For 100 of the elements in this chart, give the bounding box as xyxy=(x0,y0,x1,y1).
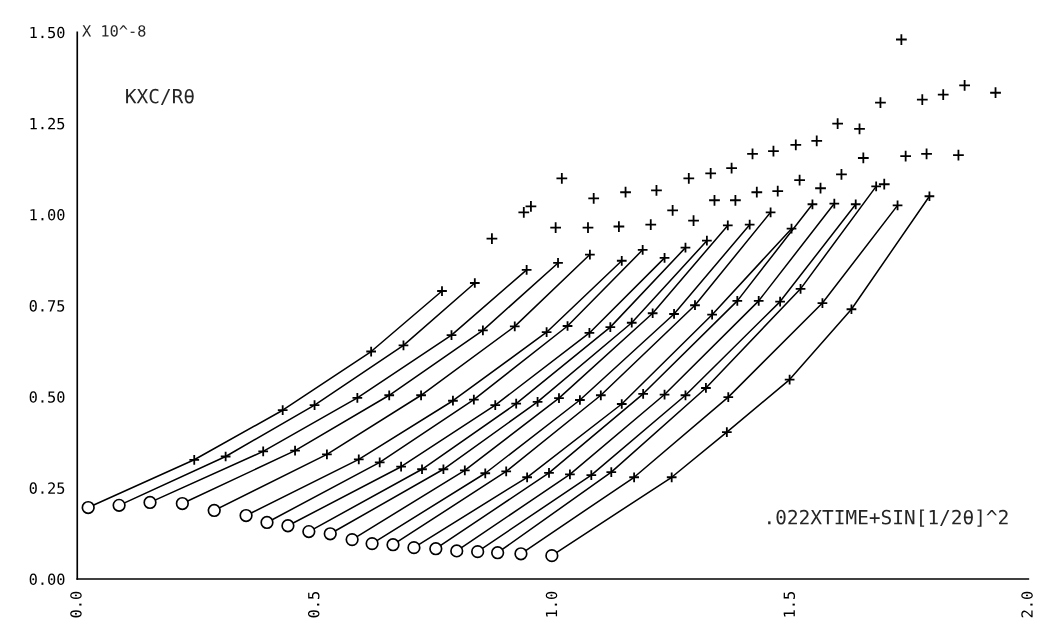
point xyxy=(750,185,764,199)
y-tick-label: 0.50 xyxy=(29,391,65,403)
point xyxy=(581,221,595,234)
point xyxy=(793,173,806,187)
point xyxy=(500,465,512,478)
point xyxy=(479,467,492,480)
point xyxy=(706,308,718,321)
point xyxy=(835,168,848,181)
point xyxy=(540,326,553,338)
point xyxy=(731,295,744,307)
point xyxy=(489,399,502,411)
y-tick-label: 0.00 xyxy=(29,573,65,586)
point xyxy=(771,184,785,198)
point xyxy=(989,86,1002,100)
point xyxy=(794,283,807,295)
point xyxy=(679,241,692,254)
point xyxy=(665,471,678,484)
point xyxy=(704,167,717,180)
point xyxy=(952,148,965,162)
point xyxy=(289,444,301,457)
point xyxy=(612,220,626,233)
point xyxy=(553,392,565,404)
point xyxy=(436,285,448,297)
point xyxy=(700,382,712,394)
point xyxy=(816,297,829,309)
point xyxy=(666,204,679,217)
point xyxy=(767,144,780,158)
point xyxy=(636,244,649,256)
point xyxy=(485,232,499,245)
point xyxy=(531,396,544,408)
point xyxy=(746,147,759,161)
point xyxy=(445,329,458,341)
point xyxy=(722,219,734,232)
point xyxy=(543,467,555,479)
point xyxy=(958,79,971,92)
point xyxy=(721,426,733,438)
point xyxy=(555,172,569,185)
point xyxy=(520,264,533,276)
y-tick-label: 0.75 xyxy=(29,300,65,312)
point xyxy=(701,234,713,247)
annotation: X 10^-8 xyxy=(82,25,146,37)
point xyxy=(321,448,333,461)
point xyxy=(583,327,596,339)
point xyxy=(574,394,586,406)
point xyxy=(752,295,765,307)
point xyxy=(729,193,742,207)
point xyxy=(477,324,489,337)
point xyxy=(895,33,908,46)
point xyxy=(764,206,777,219)
x-tick-label: 1.0 xyxy=(545,591,558,617)
point xyxy=(351,392,364,404)
point xyxy=(395,460,407,473)
point xyxy=(276,404,289,416)
point xyxy=(722,391,735,403)
point xyxy=(668,308,680,320)
point xyxy=(564,468,576,481)
point xyxy=(916,93,929,106)
point xyxy=(257,445,269,458)
point xyxy=(831,117,844,131)
point xyxy=(849,198,862,211)
x-tick-label: 2.0 xyxy=(1021,591,1033,618)
point xyxy=(708,193,721,207)
point xyxy=(188,454,201,466)
point xyxy=(605,466,618,478)
x-axis-title: .022XTIME+SIN[1/2θ]^2 xyxy=(768,509,1008,527)
point xyxy=(397,339,410,352)
point xyxy=(628,471,640,484)
point xyxy=(783,373,796,386)
x-tick-label: 0.0 xyxy=(70,591,82,618)
point xyxy=(650,184,663,197)
point xyxy=(521,471,533,484)
point xyxy=(920,147,933,161)
point xyxy=(365,345,377,358)
point xyxy=(774,295,786,308)
point xyxy=(687,214,700,227)
point xyxy=(415,389,427,402)
point xyxy=(936,88,950,101)
point xyxy=(658,252,671,264)
point xyxy=(584,248,596,261)
y-tick-label: 1.00 xyxy=(30,208,65,221)
y-tick-label: 0.25 xyxy=(29,482,65,494)
point xyxy=(587,192,600,205)
point xyxy=(625,316,638,329)
point xyxy=(615,398,628,410)
point xyxy=(857,151,870,165)
point xyxy=(595,389,607,402)
point xyxy=(585,469,598,481)
point xyxy=(828,197,841,210)
point xyxy=(725,161,738,175)
point xyxy=(219,450,232,463)
point xyxy=(468,393,480,406)
point xyxy=(447,394,459,407)
point xyxy=(510,397,522,410)
point xyxy=(810,134,824,148)
point xyxy=(373,456,386,469)
point xyxy=(561,320,574,332)
point xyxy=(615,255,628,267)
point xyxy=(604,321,617,333)
point xyxy=(682,172,696,185)
point xyxy=(508,320,521,333)
